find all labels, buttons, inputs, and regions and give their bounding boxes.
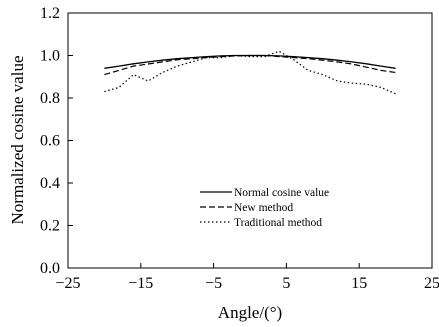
series-line-solid xyxy=(104,54,396,69)
y-axis-title: Normalized cosine value xyxy=(8,56,27,225)
x-tick-label: 15 xyxy=(351,275,367,292)
series-line-dotted xyxy=(104,50,396,95)
legend-label: Traditional method xyxy=(234,217,322,229)
legend-label: New method xyxy=(234,202,293,214)
y-tick-label: 1.0 xyxy=(40,48,60,65)
legend-label: Normal cosine value xyxy=(234,187,329,199)
y-axis-ticks: 0.0 0.2 0.4 0.6 0.8 1.0 1.2 xyxy=(40,5,73,277)
x-axis-title: Angle/(°) xyxy=(218,303,282,322)
x-axis-ticks: −25 −15 −5 5 15 25 xyxy=(55,263,439,292)
plot-frame xyxy=(67,12,433,269)
series-line-dashed xyxy=(104,54,396,76)
y-tick-label: 0.4 xyxy=(40,175,60,192)
y-tick-label: 0.0 xyxy=(40,260,60,277)
x-tick-label: −15 xyxy=(128,275,153,292)
y-tick-label: 0.6 xyxy=(40,133,60,150)
y-tick-label: 1.2 xyxy=(40,5,60,22)
series-lines xyxy=(104,50,396,95)
y-tick-label: 0.2 xyxy=(40,218,60,235)
y-tick-label: 0.8 xyxy=(40,90,60,107)
legend: Normal cosine value New method Traditional… xyxy=(200,187,329,229)
x-tick-label: −25 xyxy=(55,275,80,292)
x-tick-label: 5 xyxy=(282,275,290,292)
x-tick-label: −5 xyxy=(205,275,222,292)
x-tick-label: 25 xyxy=(424,275,439,292)
